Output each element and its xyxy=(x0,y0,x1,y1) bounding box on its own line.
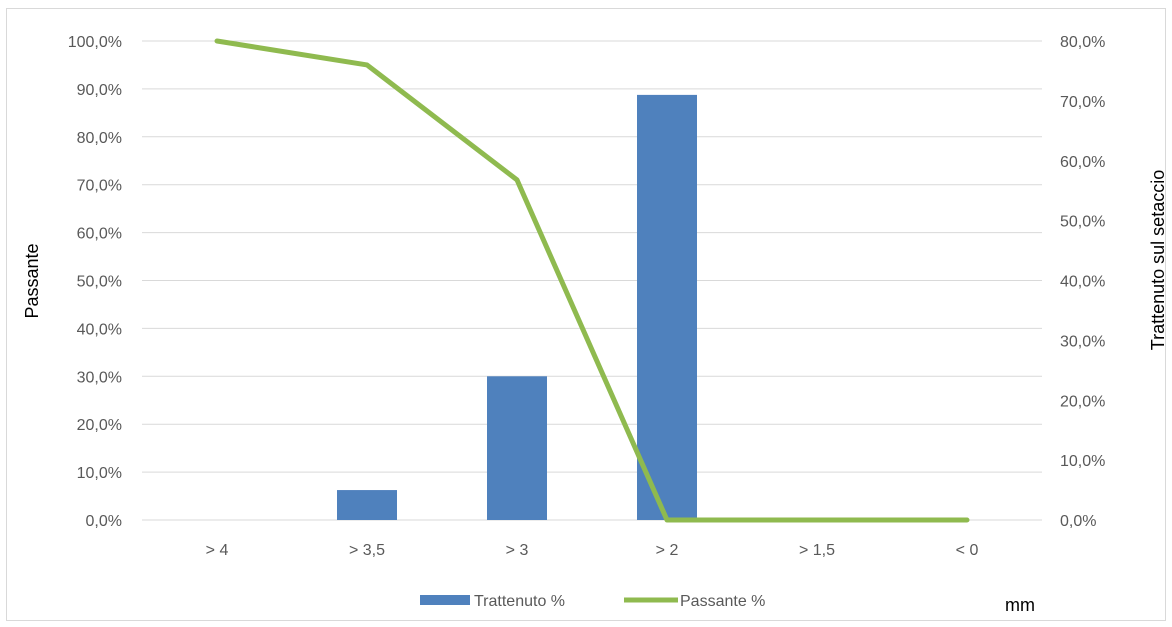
legend-label-bar: Trattenuto % xyxy=(474,593,565,610)
y2-tick-label: 80,0% xyxy=(1060,34,1105,51)
x-tick-label: > 3,5 xyxy=(349,542,385,559)
y-tick-label: 0,0% xyxy=(86,513,122,530)
bar-series xyxy=(337,94,697,520)
category-axis-ticks: > 4 > 3,5 > 3 > 2 > 1,5 < 0 xyxy=(206,542,979,559)
right-axis-ticks: 0,0% 10,0% 20,0% 30,0% 40,0% 50,0% 60,0% 70,0% 8… xyxy=(1060,34,1105,530)
y2-tick-label: 40,0% xyxy=(1060,274,1105,291)
y-tick-label: 70,0% xyxy=(77,178,122,195)
chart-frame xyxy=(6,8,1166,621)
x-tick-label: > 1,5 xyxy=(799,542,835,559)
y-tick-label: 20,0% xyxy=(77,417,122,434)
y-axis-title: Passante xyxy=(22,243,42,318)
y-tick-label: 40,0% xyxy=(77,321,122,338)
line-series xyxy=(214,38,970,523)
x-axis-title: mm xyxy=(1005,595,1035,615)
passante-line xyxy=(214,38,970,523)
y2-tick-label: 10,0% xyxy=(1060,453,1105,470)
y-tick-label: 50,0% xyxy=(77,274,122,291)
y-tick-label: 60,0% xyxy=(77,226,122,243)
y2-tick-label: 20,0% xyxy=(1060,393,1105,410)
y2-tick-label: 0,0% xyxy=(1060,513,1096,530)
gridlines xyxy=(142,40,1042,521)
y2-axis-title: Trattenuto sul setaccio xyxy=(1148,170,1168,350)
y2-tick-label: 70,0% xyxy=(1060,94,1105,111)
y2-tick-label: 60,0% xyxy=(1060,154,1105,171)
y-tick-label: 30,0% xyxy=(77,369,122,386)
y2-tick-label: 30,0% xyxy=(1060,333,1105,350)
x-tick-label: > 3 xyxy=(506,542,529,559)
bar xyxy=(637,94,697,520)
bar xyxy=(337,490,397,520)
legend: Trattenuto % Passante % xyxy=(420,593,765,610)
y-tick-label: 90,0% xyxy=(77,82,122,99)
legend-label-line: Passante % xyxy=(680,593,765,610)
y2-tick-label: 50,0% xyxy=(1060,214,1105,231)
x-tick-label: > 4 xyxy=(206,542,229,559)
legend-swatch-bar xyxy=(420,595,470,605)
y-tick-label: 10,0% xyxy=(77,465,122,482)
x-tick-label: > 2 xyxy=(656,542,679,559)
y-tick-label: 100,0% xyxy=(68,34,122,51)
y-tick-label: 80,0% xyxy=(77,130,122,147)
bar xyxy=(487,376,547,520)
x-tick-label: < 0 xyxy=(956,542,979,559)
left-axis-ticks: 0,0% 10,0% 20,0% 30,0% 40,0% 50,0% 60,0% 70,0% 8… xyxy=(68,34,122,530)
